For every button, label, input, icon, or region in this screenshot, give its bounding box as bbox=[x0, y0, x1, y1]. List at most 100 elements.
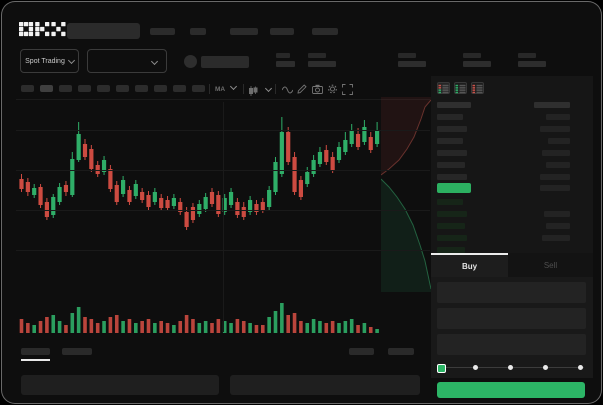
pair-coin-icon bbox=[184, 55, 197, 68]
ask-row-price[interactable] bbox=[437, 114, 463, 120]
bottom-action[interactable] bbox=[388, 348, 414, 355]
bottom-tab-active-underline bbox=[21, 359, 50, 361]
toolbar-divider bbox=[275, 84, 276, 94]
slider-stop[interactable] bbox=[507, 365, 513, 370]
okx-logo bbox=[19, 22, 66, 37]
timeframe-button[interactable] bbox=[154, 85, 167, 92]
ticker-label-placeholder bbox=[518, 53, 536, 58]
interval-candle-icon[interactable] bbox=[249, 83, 273, 101]
ticker-value-placeholder bbox=[398, 61, 426, 67]
ticker-label-placeholder bbox=[276, 53, 290, 58]
timeframe-button[interactable] bbox=[21, 85, 34, 92]
market-type-selector[interactable]: Spot Trading bbox=[20, 49, 79, 73]
timeframe-button[interactable] bbox=[40, 85, 53, 92]
wave-icon[interactable] bbox=[282, 86, 293, 94]
timeframe-button[interactable] bbox=[78, 85, 91, 92]
price-field[interactable] bbox=[437, 282, 586, 303]
toolbar-separator bbox=[16, 99, 430, 100]
slider-stop[interactable] bbox=[542, 365, 548, 370]
ask-row-amount bbox=[542, 150, 570, 156]
ma-indicator-selector[interactable]: MA bbox=[215, 82, 237, 93]
expand-icon[interactable] bbox=[342, 84, 353, 95]
orderbook-header-amount bbox=[534, 102, 570, 108]
gridline bbox=[223, 102, 224, 332]
ask-row-price[interactable] bbox=[437, 126, 467, 132]
slider-handle[interactable] bbox=[437, 363, 446, 373]
tab-buy[interactable]: Buy bbox=[431, 253, 508, 277]
ask-row-amount bbox=[540, 126, 570, 132]
nav-menu-item[interactable] bbox=[270, 28, 294, 35]
camera-icon[interactable] bbox=[312, 84, 323, 94]
bid-row-price[interactable] bbox=[437, 211, 467, 217]
bid-row-price[interactable] bbox=[437, 223, 465, 229]
book-both-icon[interactable] bbox=[437, 82, 450, 94]
nav-menu-item[interactable] bbox=[150, 28, 175, 35]
total-field[interactable] bbox=[437, 334, 586, 355]
timeframe-button[interactable] bbox=[192, 85, 205, 92]
bid-row-price[interactable] bbox=[437, 235, 467, 241]
book-bids-icon[interactable] bbox=[454, 82, 467, 94]
ticker-label-placeholder bbox=[308, 53, 326, 58]
slider-stop[interactable] bbox=[577, 365, 583, 370]
ask-row-price[interactable] bbox=[437, 162, 465, 168]
ask-row-price[interactable] bbox=[437, 138, 463, 144]
timeframe-button[interactable] bbox=[116, 85, 129, 92]
toolbar-divider bbox=[243, 84, 244, 94]
chevron-down-icon bbox=[67, 56, 75, 64]
ask-row-price[interactable] bbox=[437, 150, 467, 156]
bottom-action[interactable] bbox=[349, 348, 374, 355]
nav-menu-item[interactable] bbox=[312, 28, 338, 35]
last-price-indicator[interactable] bbox=[437, 183, 471, 193]
amount-slider[interactable] bbox=[437, 362, 586, 374]
ask-row-amount bbox=[540, 174, 570, 180]
bid-row-amount bbox=[542, 235, 570, 241]
sell-tab-label: Sell bbox=[543, 260, 558, 270]
bid-row-amount bbox=[546, 223, 570, 229]
ask-row-amount bbox=[546, 114, 570, 120]
volume-bars bbox=[19, 303, 379, 333]
ticker-value-placeholder bbox=[463, 61, 491, 67]
bottom-tab[interactable] bbox=[62, 348, 92, 355]
nav-menu-item[interactable] bbox=[190, 28, 206, 35]
depth-chart bbox=[381, 97, 431, 292]
search-input[interactable] bbox=[67, 23, 140, 39]
timeframe-button[interactable] bbox=[173, 85, 186, 92]
bottom-tab[interactable] bbox=[21, 348, 50, 355]
last-price-amount bbox=[540, 185, 570, 191]
orderbook-view-toggles bbox=[437, 82, 484, 94]
ticker-label-placeholder bbox=[398, 53, 416, 58]
pencil-icon[interactable] bbox=[297, 84, 307, 94]
timeframe-button[interactable] bbox=[97, 85, 110, 92]
ticker-label-placeholder bbox=[463, 53, 481, 58]
orders-panel-left bbox=[21, 375, 219, 395]
gear-icon[interactable] bbox=[327, 84, 338, 94]
ask-row-price[interactable] bbox=[437, 174, 467, 180]
tab-sell[interactable]: Sell bbox=[508, 253, 593, 277]
bid-row-price[interactable] bbox=[437, 199, 463, 205]
nav-menu-item[interactable] bbox=[230, 28, 258, 35]
chevron-down-icon bbox=[150, 57, 159, 66]
amount-field[interactable] bbox=[437, 308, 586, 329]
toolbar-divider bbox=[209, 84, 210, 94]
book-asks-icon[interactable] bbox=[471, 82, 484, 94]
chevron-down-icon bbox=[265, 84, 273, 93]
orders-panel-right bbox=[230, 375, 420, 395]
ask-row-amount bbox=[548, 138, 570, 144]
timeframe-button[interactable] bbox=[59, 85, 72, 92]
market-type-label: Spot Trading bbox=[25, 57, 65, 65]
bid-row-amount bbox=[544, 211, 570, 217]
buy-tab-label: Buy bbox=[461, 261, 478, 271]
chevron-down-icon bbox=[229, 82, 237, 91]
ticker-value-placeholder bbox=[518, 61, 546, 67]
ticker-value-placeholder bbox=[276, 61, 295, 67]
pair-name-placeholder[interactable] bbox=[201, 56, 249, 68]
ticker-value-placeholder bbox=[308, 61, 336, 67]
ma-label: MA bbox=[215, 86, 225, 93]
place-order-button[interactable] bbox=[437, 382, 585, 398]
bid-row-price[interactable] bbox=[437, 247, 465, 253]
candlestick-chart[interactable] bbox=[15, 102, 381, 294]
slider-stop[interactable] bbox=[472, 365, 478, 370]
pair-selector[interactable] bbox=[87, 49, 167, 73]
timeframe-button[interactable] bbox=[135, 85, 148, 92]
